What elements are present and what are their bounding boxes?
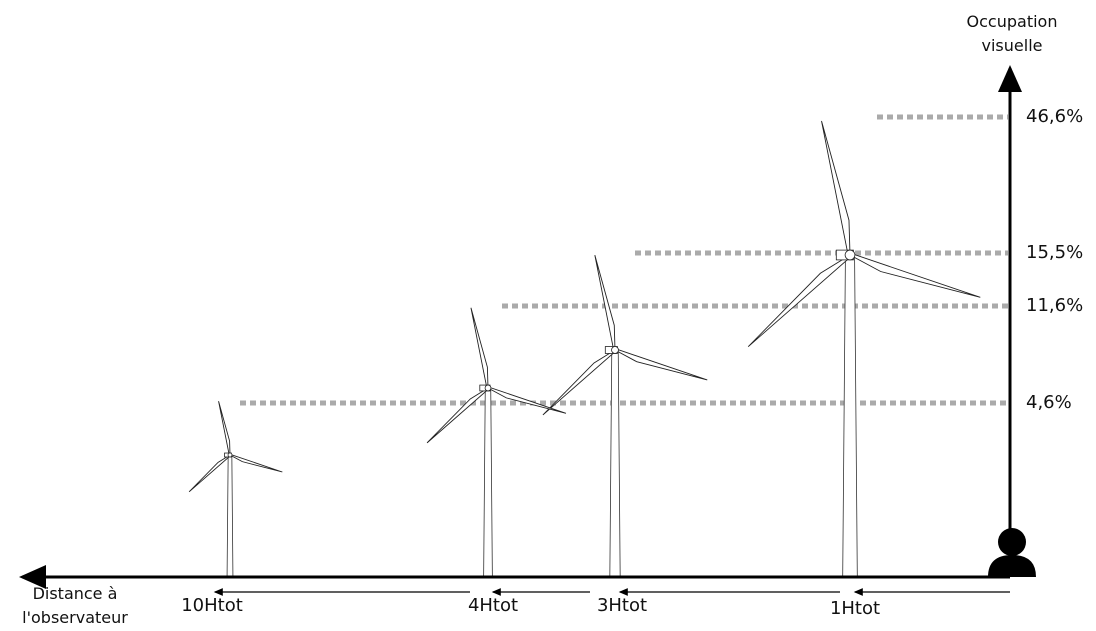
x-axis-label: Distance à l'observateur (0, 582, 150, 630)
distance-label: 1Htot (830, 598, 880, 619)
level-label: 11,6% (1026, 295, 1083, 316)
level-label: 46,6% (1026, 106, 1083, 127)
turbine-tower (227, 455, 233, 577)
turbine-hub (485, 385, 491, 391)
distance-label: 4Htot (468, 595, 518, 616)
turbine-blade (748, 255, 851, 347)
turbine-blade (427, 388, 489, 443)
y-axis-label: Occupation visuelle (950, 10, 1074, 58)
wind-turbine (748, 121, 980, 577)
wind-turbine (189, 401, 282, 577)
turbine-blade (471, 308, 488, 388)
distance-label: 10Htot (181, 595, 243, 616)
wind-turbine (543, 255, 707, 577)
turbine-blade (850, 253, 980, 297)
turbine-blade (219, 401, 230, 455)
diagram-canvas: 46,6% 15,5% 11,6% 4,6% 10Htot 4Htot 3Htot 1Htot (0, 0, 1096, 631)
turbine-blade (189, 455, 230, 492)
level-label: 4,6% (1026, 392, 1072, 413)
observer-icon (988, 528, 1036, 577)
wind-turbine (427, 308, 566, 577)
turbine-hub (228, 453, 232, 457)
turbine-tower (484, 388, 493, 577)
turbine-blade (230, 454, 282, 472)
distance-label: 3Htot (597, 595, 647, 616)
turbine-hub (612, 347, 619, 354)
turbine-tower (610, 350, 620, 577)
turbine-blade (488, 387, 566, 413)
turbine-blade (822, 121, 850, 255)
level-label: 15,5% (1026, 242, 1083, 263)
turbine-hub (845, 250, 855, 260)
turbine-tower (843, 255, 858, 577)
turbine-blade (615, 349, 707, 380)
turbine-blade (595, 255, 615, 350)
diagram: 46,6% 15,5% 11,6% 4,6% 10Htot 4Htot 3Htot 1Htot… (0, 0, 1096, 631)
